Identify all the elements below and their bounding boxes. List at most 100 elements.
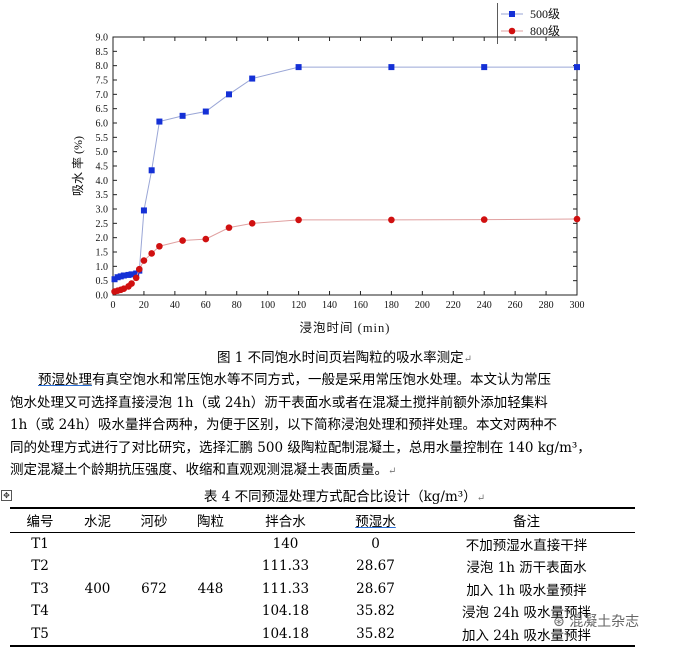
x-tick-label: 300: [570, 300, 585, 311]
data-point-500: [156, 118, 163, 125]
x-tick-label: 260: [508, 300, 523, 311]
y-tick-label: 2.0: [96, 233, 109, 244]
table-cell: T3: [31, 580, 49, 597]
y-tick-label: 9.0: [96, 33, 109, 44]
data-point-800: [156, 242, 163, 250]
table-caption: 表 4 不同预湿处理方式配合比设计（kg/m³）↵: [203, 489, 486, 505]
x-tick-label: 180: [384, 300, 399, 311]
term-prewet: 预湿处理: [38, 372, 92, 388]
water-absorption-chart: 0 20 40 60 80 100 120 140 160 180 200 220 240 260 280 3…: [70, 3, 585, 335]
data-point-500: [140, 207, 147, 214]
table-cell: T2: [31, 558, 49, 575]
header-cell: 编号: [26, 514, 54, 531]
table-cell: 400: [84, 580, 111, 597]
table-cell: 672: [141, 580, 167, 597]
x-tick-label: 200: [415, 300, 430, 311]
legend-border: [497, 3, 498, 44]
table-cell: [70, 555, 125, 578]
legend-label: 500级: [530, 7, 560, 21]
table-cell: [125, 532, 183, 555]
mix-design-table: 编号 水泥 河砂 陶粒 拌合水 预湿水 备注 T1 140 0 不加预湿水直接干…: [10, 507, 635, 647]
data-point-800: [202, 235, 210, 243]
data-point-800: [132, 274, 140, 282]
table-cell: 111.33: [261, 580, 310, 597]
table-cell: [70, 532, 125, 555]
y-tick-label: 3.5: [96, 190, 109, 201]
x-tick-label: 60: [201, 300, 211, 311]
x-axis-label: 浸泡时间 (min): [300, 321, 391, 335]
table-cell: 28.67: [356, 580, 395, 597]
table-cell: 104.18: [261, 603, 310, 620]
data-point-500: [120, 272, 127, 279]
y-tick-label: 5.0: [96, 147, 109, 158]
table-cell: 35.82: [356, 603, 395, 620]
data-point-500: [114, 274, 121, 281]
x-tick-label: 140: [322, 300, 337, 311]
y-tick-label: 8.0: [96, 61, 109, 72]
data-point-800: [388, 216, 395, 224]
data-point-500: [295, 64, 302, 71]
table-cell: 不加预湿水直接干拌: [465, 537, 588, 554]
table-cell: [183, 623, 238, 647]
x-tick-label: 240: [477, 300, 492, 311]
data-point-500: [111, 276, 118, 283]
y-tick-label: 0.5: [96, 276, 109, 287]
series-line-2: [114, 218, 578, 293]
x-tick-label: 20: [139, 300, 149, 311]
plot-frame: [112, 36, 578, 296]
table-cell: 104.18: [261, 625, 310, 642]
x-tick-label: 160: [353, 300, 368, 311]
y-tick-label: 1.0: [96, 262, 109, 273]
header-cell: 拌合水: [265, 514, 306, 531]
table-cell: 加入 1h 吸水量预拌: [466, 582, 587, 599]
table-cell: [183, 555, 238, 578]
table-row: T2 111.33 28.67 浸泡 1h 沥干表面水: [10, 555, 635, 578]
table-cell: T5: [31, 625, 49, 642]
data-point-500: [481, 64, 488, 71]
data-point-500: [202, 108, 209, 115]
table-header-row: 编号 水泥 河砂 陶粒 拌合水 预湿水 备注: [10, 508, 635, 532]
table-cell: [183, 532, 238, 555]
legend-marker-800: [508, 27, 516, 35]
table-cell: [183, 600, 238, 623]
y-axis-label: 吸水 率 (%): [70, 136, 85, 196]
y-tick-label: 4.0: [96, 176, 109, 187]
table-cell: 浸泡 1h 沥干表面水: [466, 560, 587, 577]
table-move-handle-icon[interactable]: ✥: [1, 490, 12, 501]
data-point-800: [225, 224, 233, 231]
header-cell: 陶粒: [197, 514, 224, 531]
header-cell: 水泥: [84, 514, 111, 531]
table-row: T1 140 0 不加预湿水直接干拌: [10, 532, 635, 555]
header-cell: 预湿水: [355, 514, 396, 531]
data-point-500: [226, 91, 232, 98]
data-point-800: [179, 237, 186, 244]
table-cell: T1: [31, 535, 49, 552]
x-tick-label: 120: [291, 300, 306, 311]
series-line-1: [114, 66, 577, 280]
table-cell: 0: [371, 535, 380, 552]
header-cell: 备注: [513, 514, 540, 531]
table-cell: [125, 623, 183, 647]
y-tick-label: 7.0: [96, 90, 109, 101]
wechat-watermark: ⊛ 混凝土杂志: [553, 614, 640, 630]
table-cell: 140: [272, 535, 299, 552]
x-tick-label: 80: [232, 300, 242, 311]
data-point-500: [148, 167, 155, 174]
data-point-800: [573, 215, 581, 223]
data-point-500: [388, 64, 395, 71]
table-cell: 111.33: [261, 558, 310, 575]
data-point-500: [125, 271, 132, 278]
table-cell: 加入 24h 吸水量预拌: [462, 627, 591, 644]
y-tick-label: 7.5: [96, 76, 109, 87]
data-point-500: [128, 271, 135, 278]
data-point-800: [295, 216, 302, 224]
y-tick-label: 6.0: [96, 119, 109, 130]
table-row: T4 104.18 35.82 浸泡 24h 吸水量预拌: [10, 600, 635, 623]
x-tick-label: 0: [111, 300, 116, 311]
table-cell: [70, 600, 125, 623]
table-cell: 28.67: [356, 558, 395, 575]
x-tick-label: 40: [170, 300, 180, 311]
y-tick-label: 0.0: [96, 291, 109, 302]
y-tick-label: 6.5: [96, 104, 109, 115]
x-tick-label: 100: [260, 300, 275, 311]
